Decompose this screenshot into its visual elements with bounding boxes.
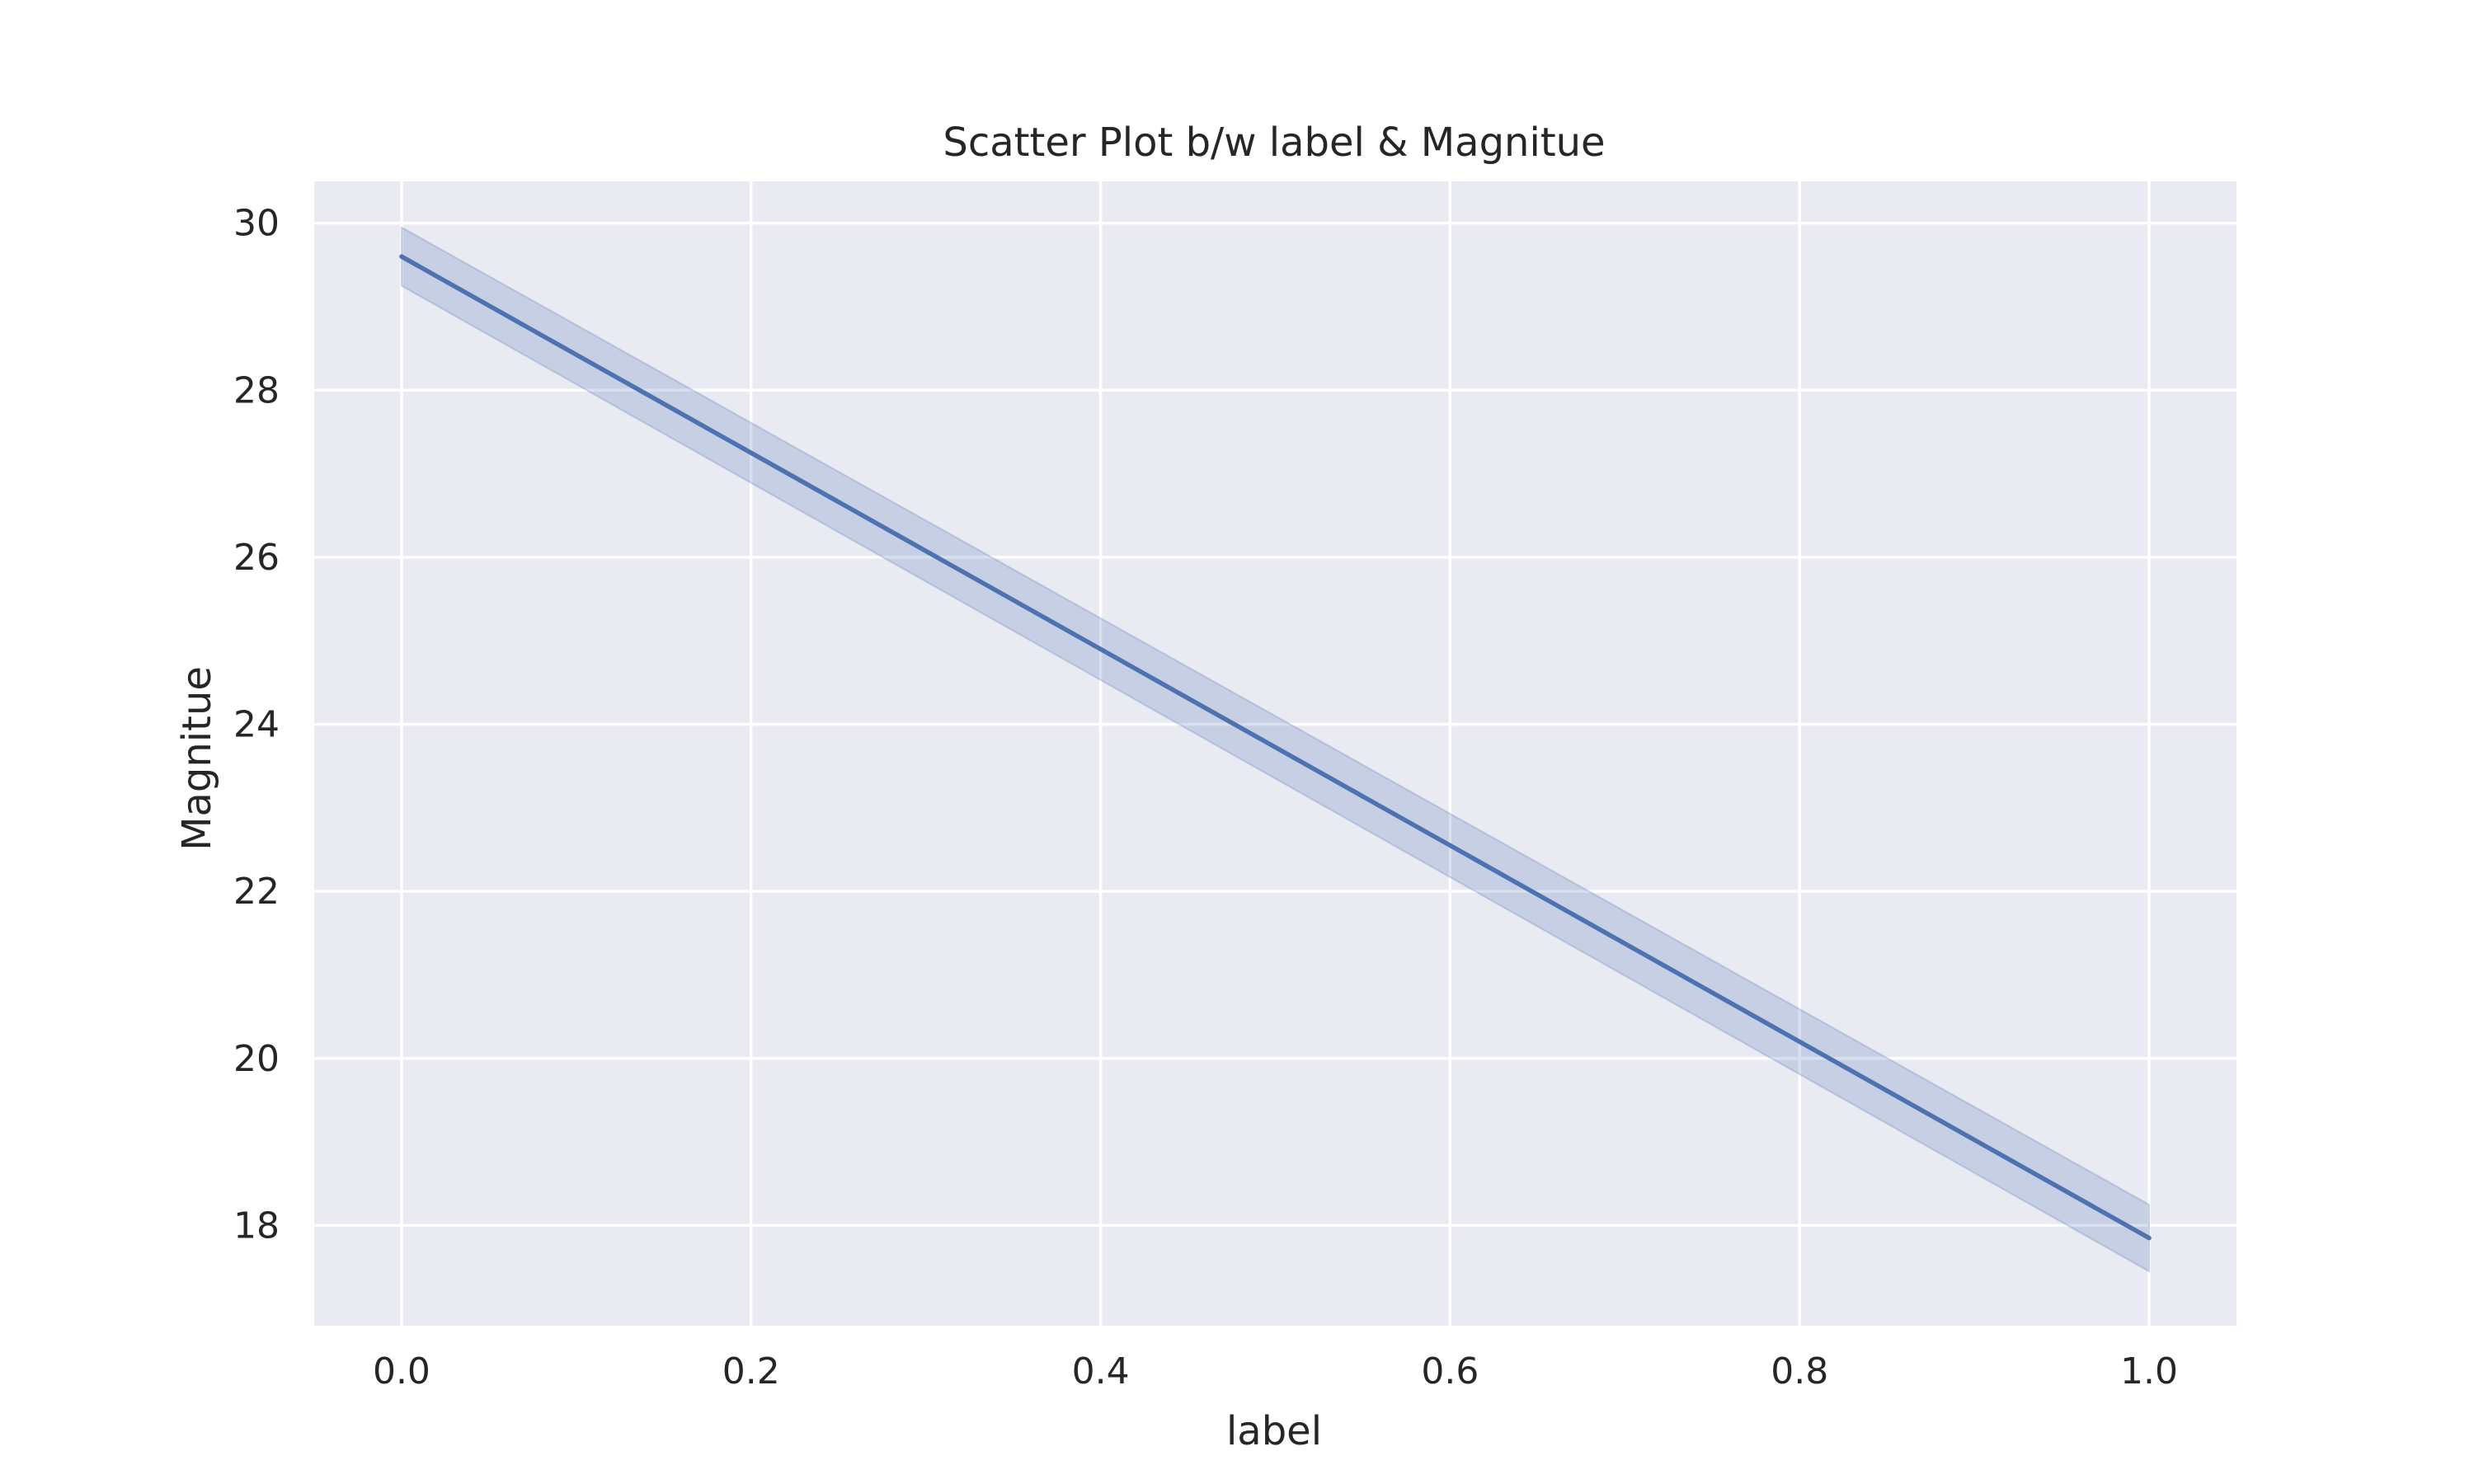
x-tick-label: 0.8 <box>1771 1350 1828 1392</box>
y-tick-label: 24 <box>233 704 280 746</box>
x-tick-label: 0.0 <box>373 1350 430 1392</box>
y-tick-label: 30 <box>233 203 280 245</box>
y-tick-label: 20 <box>233 1038 280 1080</box>
x-tick-label: 0.4 <box>1072 1350 1130 1392</box>
x-tick-label: 1.0 <box>2120 1350 2178 1392</box>
x-tick-label: 0.6 <box>1421 1350 1479 1392</box>
x-tick-label: 0.2 <box>722 1350 780 1392</box>
y-axis-label: Magnitue <box>174 666 220 851</box>
x-tick-labels: 0.0 0.2 0.4 0.6 0.8 1.0 <box>373 1350 2178 1392</box>
series-line <box>399 254 2152 1241</box>
y-tick-label: 28 <box>233 369 280 411</box>
x-axis-label: label <box>1226 1408 1322 1454</box>
grid <box>314 181 2236 1326</box>
y-tick-label: 26 <box>233 537 280 579</box>
y-tick-labels: 18 20 22 24 26 28 30 <box>233 203 280 1247</box>
series-line-layer <box>399 254 2152 1241</box>
y-tick-label: 18 <box>233 1205 280 1247</box>
plot-area <box>314 181 2236 1326</box>
chart-title: Scatter Plot b/w label & Magnitue <box>943 120 1605 166</box>
y-tick-label: 22 <box>233 871 280 913</box>
